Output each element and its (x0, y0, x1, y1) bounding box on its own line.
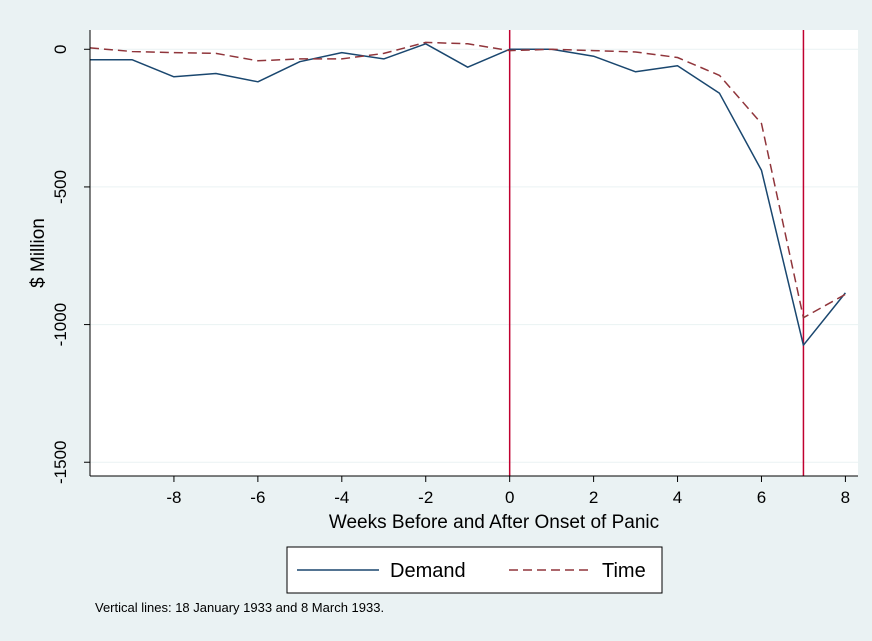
y-tick-label: -500 (51, 170, 70, 204)
series-line-demand (90, 43, 846, 346)
plot-area (90, 30, 858, 476)
x-tick-label: 8 (841, 488, 850, 507)
x-tick-label: -4 (334, 488, 349, 507)
x-axis-title: Weeks Before and After Onset of Panic (329, 512, 659, 533)
x-tick-label: -2 (418, 488, 433, 507)
chart-note: Vertical lines: 18 January 1933 and 8 Ma… (95, 600, 384, 615)
x-tick-label: -8 (166, 488, 181, 507)
x-tick-label: 6 (757, 488, 766, 507)
vertical-reference-lines (508, 30, 805, 476)
series-line-time (89, 41, 846, 319)
x-tick-label: 0 (505, 488, 514, 507)
y-axis-title: $ Million (28, 218, 49, 288)
gridlines (90, 48, 858, 463)
x-tick-label: -6 (250, 488, 265, 507)
y-tick-label: -1000 (51, 303, 70, 346)
axes: -8 -6 -4 -2 0 2 4 6 8 0 -500 -1000 -1500 (51, 30, 858, 507)
legend-label-time: Time (602, 560, 646, 582)
legend: Demand Time (286, 546, 663, 594)
x-tick-label: 2 (589, 488, 598, 507)
x-tick-label: 4 (673, 488, 682, 507)
series-lines (89, 41, 846, 346)
y-tick-label: 0 (51, 45, 70, 54)
y-tick-label: -1500 (51, 440, 70, 483)
legend-label-demand: Demand (390, 560, 466, 582)
